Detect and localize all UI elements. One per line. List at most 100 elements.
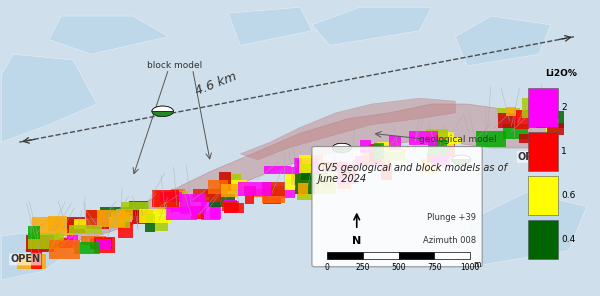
Bar — [209, 194, 235, 207]
Bar — [180, 194, 206, 214]
Bar — [193, 189, 222, 202]
Bar — [172, 189, 185, 202]
Bar — [528, 176, 558, 215]
Bar — [301, 164, 313, 180]
Bar — [155, 216, 167, 231]
Bar — [245, 195, 254, 204]
Text: CV5 geological and block models as of
June 2024: CV5 geological and block models as of Ju… — [318, 163, 507, 184]
Text: Azimuth 008: Azimuth 008 — [423, 236, 476, 245]
Text: m: m — [473, 260, 481, 269]
Wedge shape — [332, 143, 352, 148]
Bar — [497, 108, 520, 118]
Bar — [67, 217, 85, 233]
Bar — [90, 238, 112, 250]
Bar — [306, 172, 317, 183]
Bar — [145, 214, 155, 232]
Wedge shape — [152, 106, 173, 111]
Bar — [238, 182, 271, 196]
Bar — [448, 137, 461, 144]
Polygon shape — [49, 16, 169, 54]
Bar — [304, 173, 319, 181]
Bar — [32, 218, 61, 233]
Bar — [298, 183, 308, 195]
Text: 1000: 1000 — [461, 263, 480, 272]
Bar — [157, 195, 172, 214]
Bar — [112, 212, 130, 228]
Bar — [116, 209, 133, 221]
Bar — [81, 236, 106, 245]
Text: 0.4: 0.4 — [561, 235, 575, 244]
Bar — [536, 111, 564, 128]
Bar — [191, 206, 204, 219]
Text: OPEN: OPEN — [10, 255, 40, 264]
Polygon shape — [455, 16, 551, 66]
Bar — [264, 166, 290, 174]
Bar — [294, 158, 318, 177]
Bar — [224, 200, 237, 213]
Text: 250: 250 — [355, 263, 370, 272]
Bar — [427, 153, 448, 162]
Bar — [86, 210, 101, 229]
Bar — [285, 174, 314, 191]
Bar — [378, 149, 405, 161]
Bar — [297, 192, 313, 200]
Bar — [26, 235, 54, 252]
Bar — [49, 240, 80, 259]
Bar — [47, 234, 64, 242]
Bar — [381, 165, 392, 180]
Bar — [152, 190, 179, 207]
Bar — [548, 118, 557, 136]
Text: Plunge +39: Plunge +39 — [427, 213, 476, 221]
Bar — [368, 145, 400, 153]
Bar — [374, 143, 384, 159]
Bar — [224, 203, 244, 213]
Bar — [28, 226, 40, 239]
Bar — [295, 173, 316, 194]
Circle shape — [332, 143, 352, 153]
Bar — [360, 140, 371, 153]
Polygon shape — [25, 104, 557, 254]
Text: 500: 500 — [391, 263, 406, 272]
Bar — [17, 254, 46, 269]
Bar — [432, 156, 450, 165]
Bar — [299, 155, 311, 173]
Bar — [226, 174, 241, 191]
Bar — [69, 225, 102, 234]
FancyBboxPatch shape — [312, 147, 482, 267]
Bar — [221, 180, 247, 189]
Text: 0: 0 — [325, 263, 329, 272]
Bar — [338, 164, 356, 184]
Bar — [263, 193, 281, 204]
Bar — [208, 180, 228, 194]
Bar — [74, 242, 100, 255]
Bar — [427, 129, 448, 143]
Bar — [327, 252, 363, 259]
Bar — [132, 210, 153, 224]
Polygon shape — [1, 54, 97, 142]
Bar — [545, 119, 559, 133]
Bar — [303, 173, 328, 183]
Bar — [290, 167, 305, 186]
Bar — [49, 216, 67, 231]
Bar — [389, 136, 401, 150]
Bar — [337, 170, 350, 189]
Circle shape — [152, 106, 173, 117]
Bar — [313, 174, 336, 194]
Polygon shape — [1, 230, 73, 280]
Bar — [165, 196, 191, 212]
Bar — [262, 182, 285, 197]
Bar — [86, 210, 108, 218]
Bar — [252, 189, 277, 197]
Text: 1: 1 — [561, 147, 567, 156]
Bar — [67, 234, 78, 245]
Bar — [543, 99, 557, 108]
Text: 0.6: 0.6 — [561, 191, 575, 200]
Bar — [363, 252, 398, 259]
Polygon shape — [229, 7, 312, 45]
Bar — [298, 160, 314, 172]
Bar — [434, 252, 470, 259]
Bar — [94, 237, 115, 253]
Bar — [201, 200, 220, 220]
Text: 750: 750 — [427, 263, 442, 272]
Bar — [262, 186, 285, 203]
